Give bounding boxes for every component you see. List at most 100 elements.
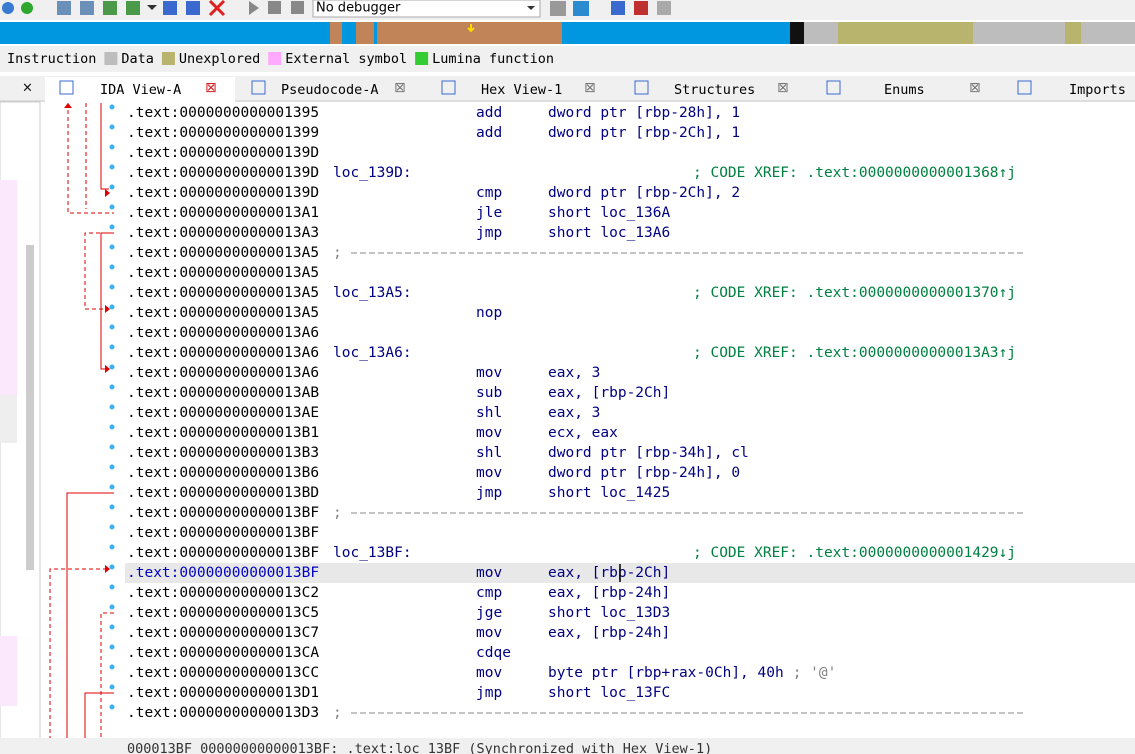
- stop-button[interactable]: [291, 1, 304, 14]
- side-panel-fill: [0, 180, 17, 395]
- tab-close[interactable]: ⊠: [777, 80, 789, 96]
- operands: short loc_136A: [548, 205, 670, 221]
- address: .text:00000000000013B1: [127, 425, 319, 441]
- scrollbar[interactable]: [26, 245, 34, 570]
- line-dot: [109, 304, 115, 310]
- toolbar-icon[interactable]: [573, 1, 589, 16]
- disassembly: .text:0000000000001395 add dword ptr [rbp-…: [109, 104, 1135, 721]
- operands: short loc_13FC: [548, 685, 670, 701]
- tab-icon: [634, 80, 649, 95]
- code-label: loc_139D:: [333, 165, 412, 181]
- mnemonic: mov: [476, 465, 502, 481]
- address: .text:00000000000013A3: [127, 225, 319, 241]
- run-button[interactable]: [249, 1, 259, 15]
- line-dot: [109, 624, 115, 630]
- address: .text:00000000000013A5: [127, 305, 319, 321]
- tab-close[interactable]: ⊠: [969, 80, 981, 96]
- address: .text:00000000000013A5: [127, 245, 319, 261]
- address: .text:00000000000013B3: [127, 445, 319, 461]
- mnemonic: jmp: [476, 225, 502, 241]
- mnemonic: add: [476, 125, 502, 141]
- address: .text:00000000000013C5: [127, 605, 319, 621]
- operands: dword ptr [rbp-2Ch], 2: [548, 185, 740, 201]
- tab-label[interactable]: Pseudocode-A: [281, 82, 379, 98]
- nav-segment: [356, 22, 374, 44]
- tab-close[interactable]: ⊠: [205, 80, 217, 96]
- address: .text:00000000000013CC: [127, 665, 319, 681]
- tab-close[interactable]: ⊠: [394, 80, 406, 96]
- tab-label[interactable]: Imports: [1069, 82, 1126, 98]
- toolbar-icon[interactable]: [80, 1, 94, 15]
- debugger-select[interactable]: [312, 0, 541, 18]
- address: .text:0000000000001395: [127, 105, 319, 121]
- pause-button[interactable]: [268, 1, 281, 14]
- toolbar-icon[interactable]: [208, 0, 226, 17]
- toolbar-icon[interactable]: [186, 1, 200, 15]
- side-panel-fill: [0, 395, 17, 443]
- operands: eax, [rbp-2Ch]: [548, 385, 670, 401]
- separator: ;: [333, 245, 342, 261]
- nav-segment: [790, 22, 804, 44]
- arrow-head: [105, 565, 110, 573]
- address: .text:00000000000013BF: [127, 565, 319, 581]
- comment: ; '@': [793, 665, 837, 681]
- address: .text:00000000000013B6: [127, 465, 319, 481]
- nav-segment: [377, 22, 562, 44]
- toolbar-icon[interactable]: [147, 5, 157, 10]
- line-dot: [109, 124, 115, 130]
- address: .text:00000000000013A6: [127, 345, 319, 361]
- toolbar-icon[interactable]: [163, 1, 177, 15]
- toolbar-icon[interactable]: [611, 1, 625, 15]
- status-bar: [0, 738, 1135, 754]
- address: .text:00000000000013BF: [127, 545, 319, 561]
- toolbar-icon[interactable]: [2, 2, 14, 14]
- operands: eax, 3: [548, 405, 600, 421]
- mnemonic: jle: [476, 205, 502, 221]
- line-dot: [109, 504, 115, 510]
- mnemonic: mov: [476, 425, 502, 441]
- mnemonic: jmp: [476, 485, 502, 501]
- address: .text:0000000000001399: [127, 125, 319, 141]
- line-dot: [109, 404, 115, 410]
- toolbar-icon[interactable]: [634, 1, 648, 15]
- legend-swatch: [161, 52, 175, 65]
- tab-label[interactable]: IDA View-A: [100, 82, 181, 98]
- xref-comment: ; CODE XREF: .text:0000000000001368↑j: [693, 165, 1016, 181]
- code-label: loc_13BF:: [333, 545, 412, 561]
- tab-close[interactable]: ⊠: [584, 80, 596, 96]
- address: .text:000000000000139D: [127, 165, 319, 181]
- address: .text:00000000000013CA: [127, 645, 319, 661]
- line-dot: [109, 364, 115, 370]
- toolbar-icon[interactable]: [126, 1, 140, 15]
- mnemonic: mov: [476, 665, 502, 681]
- legend-swatch: [415, 52, 429, 65]
- toolbar: [0, 0, 1135, 20]
- mnemonic: shl: [476, 445, 502, 461]
- toolbar-icon[interactable]: [21, 2, 33, 14]
- line-dot: [109, 444, 115, 450]
- address: .text:00000000000013C7: [127, 625, 319, 641]
- tab-label[interactable]: Structures: [674, 82, 755, 98]
- active-tab: [45, 77, 235, 102]
- address: .text:00000000000013D3: [127, 705, 319, 721]
- nav-segment: [0, 22, 330, 44]
- status-text: 000013BF 00000000000013BF: .text:loc_13B…: [127, 741, 712, 754]
- legend-label: Lumina function: [432, 51, 554, 67]
- close-panel[interactable]: ×: [22, 81, 33, 96]
- mnemonic: cmp: [476, 585, 502, 601]
- mnemonic: jge: [476, 605, 502, 621]
- toolbar-icon[interactable]: [550, 1, 566, 16]
- flow-arrows: [49, 103, 114, 754]
- tab-label[interactable]: Hex View-1: [481, 82, 562, 98]
- toolbar-icon[interactable]: [57, 1, 71, 15]
- mnemonic: mov: [476, 565, 502, 581]
- mnemonic: cdqe: [476, 645, 511, 661]
- toolbar-icon[interactable]: [103, 1, 117, 15]
- navigation-band[interactable]: [0, 22, 1135, 44]
- address: .text:00000000000013BD: [127, 485, 319, 501]
- address: .text:000000000000139D: [127, 145, 319, 161]
- line-dot: [109, 384, 115, 390]
- tab-label[interactable]: Enums: [884, 82, 925, 98]
- toolbar-icon[interactable]: [657, 1, 671, 15]
- operands: dword ptr [rbp-2Ch], 1: [548, 125, 740, 141]
